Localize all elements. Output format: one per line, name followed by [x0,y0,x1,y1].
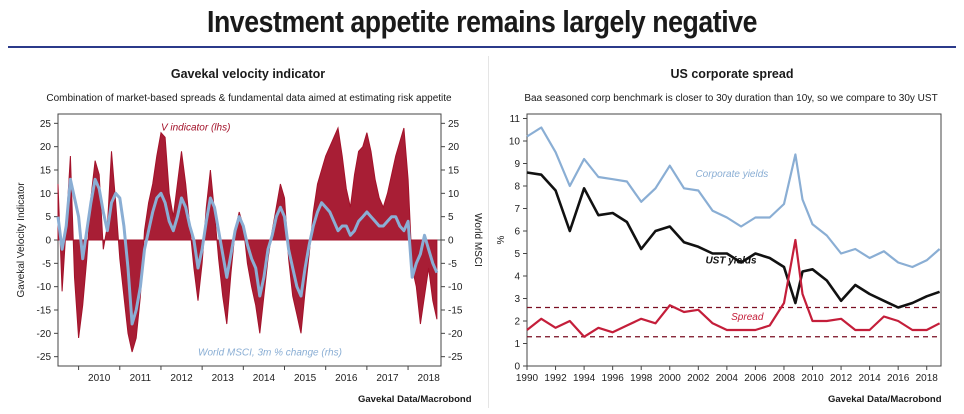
y-left-tick-label: -10 [37,282,52,293]
x-tick-label: 2010 [88,373,111,384]
x-tick-label: 2012 [170,373,193,384]
y-left-tick-label: -15 [37,306,52,317]
x-tick-label: 2016 [335,373,358,384]
left-chart-title: Gavekal velocity indicator [170,67,326,81]
y-left-tick-label: 10 [40,189,52,200]
x-tick-label: 2011 [130,373,152,384]
y-left-tick-label: 5 [45,212,51,223]
x-tick-label: 2008 [773,373,796,384]
ust-yields-line [526,171,941,309]
y-tick-label: 9 [514,159,520,170]
x-tick-label: 2013 [212,373,235,384]
x-tick-label: 2018 [916,373,939,384]
y-tick-label: 1 [514,339,520,350]
spread-line [526,238,941,338]
x-tick-label: 2000 [659,373,682,384]
v-indicator-label: V indicator (lhs) [161,122,230,133]
y-right-axis-title: World MSCI [472,213,483,267]
y-left-tick-label: 0 [45,236,51,247]
y-right-tick-label: 20 [448,142,460,153]
y-axis-title: % [496,235,507,244]
x-tick-label: 2014 [253,373,276,384]
x-tick-label: 2014 [858,373,881,384]
x-tick-label: 2004 [716,373,739,384]
x-tick-label: 2015 [294,373,317,384]
x-tick-label: 1990 [516,373,539,384]
y-right-tick-label: -25 [448,352,463,363]
title-rule [8,46,956,48]
x-tick-label: 1992 [544,373,567,384]
y-right-tick-label: 5 [448,212,454,223]
y-tick-label: 0 [514,362,520,373]
x-tick-label: 2012 [830,373,853,384]
x-tick-label: 2006 [744,373,767,384]
x-tick-label: 2016 [887,373,910,384]
y-right-tick-label: -10 [448,282,463,293]
world-msci-line [56,177,439,326]
left-chart-source: Gavekal Data/Macrobond [358,394,472,405]
y-left-tick-label: 25 [40,119,52,130]
y-right-tick-label: -15 [448,306,463,317]
x-tick-label: 1994 [573,373,596,384]
left-chart-subtitle: Combination of market-based spreads & fu… [46,93,452,104]
y-left-tick-label: 20 [40,142,52,153]
y-left-tick-label: 15 [40,166,52,177]
y-tick-label: 7 [514,204,520,215]
y-right-tick-label: -20 [448,329,463,340]
y-tick-label: 6 [514,227,520,238]
plot-frame [526,113,942,367]
x-tick-label: 2010 [801,373,824,384]
x-tick-label: 1996 [602,373,625,384]
y-tick-label: 2 [514,317,520,328]
y-right-tick-label: 25 [448,119,460,130]
right-chart-title: US corporate spread [670,67,794,81]
y-right-tick-label: 0 [448,236,454,247]
y-tick-label: 3 [514,294,520,305]
right-chart-subtitle: Baa seasoned corp benchmark is closer to… [524,93,938,104]
x-tick-label: 2017 [376,373,399,384]
y-tick-label: 5 [514,249,520,260]
ust-yields-label: UST yields [705,256,757,267]
y-left-axis-title: Gavekal Velocity Indicator [16,182,27,298]
world-msci-label: World MSCI, 3m % change (rhs) [198,348,342,359]
x-tick-label: 1998 [630,373,653,384]
corporate-yields-line [526,126,941,269]
panel-divider [488,56,489,408]
x-tick-label: 2002 [687,373,710,384]
y-right-tick-label: 15 [448,166,460,177]
y-left-tick-label: -5 [42,259,51,270]
y-left-tick-label: -20 [37,329,52,340]
y-tick-label: 11 [510,114,521,125]
x-tick-label: 2018 [418,373,441,384]
right-chart-source: Gavekal Data/Macrobond [828,394,942,405]
y-tick-label: 8 [514,182,520,193]
y-left-tick-label: -25 [37,352,52,363]
y-tick-label: 4 [514,272,520,283]
y-right-tick-label: 10 [448,189,460,200]
corporate-yields-label: Corporate yields [695,169,768,180]
y-right-tick-label: -5 [448,259,457,270]
y-tick-label: 10 [509,137,521,148]
page-title: Investment appetite remains largely nega… [206,4,758,39]
spread-label: Spread [731,312,764,323]
